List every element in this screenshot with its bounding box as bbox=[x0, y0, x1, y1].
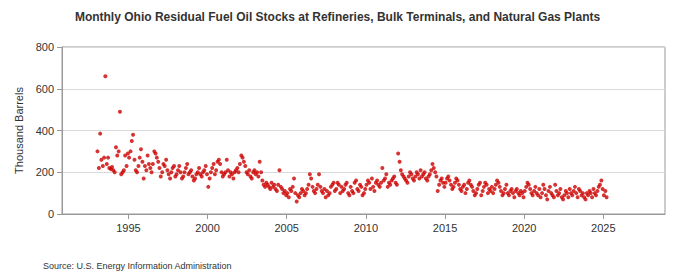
svg-text:Monthly Ohio Residual Fuel Oil: Monthly Ohio Residual Fuel Oil Stocks at… bbox=[75, 10, 601, 24]
svg-text:Thousand Barrels: Thousand Barrels bbox=[13, 87, 25, 174]
svg-text:2000: 2000 bbox=[195, 222, 219, 234]
svg-text:2020: 2020 bbox=[512, 222, 536, 234]
svg-text:2010: 2010 bbox=[354, 222, 378, 234]
svg-text:2025: 2025 bbox=[591, 222, 615, 234]
svg-text:800: 800 bbox=[36, 41, 54, 53]
svg-text:1995: 1995 bbox=[116, 222, 140, 234]
svg-text:2005: 2005 bbox=[274, 222, 298, 234]
svg-text:600: 600 bbox=[36, 83, 54, 95]
svg-text:400: 400 bbox=[36, 125, 54, 137]
svg-text:200: 200 bbox=[36, 166, 54, 178]
svg-text:2015: 2015 bbox=[433, 222, 457, 234]
svg-text:0: 0 bbox=[48, 208, 54, 220]
svg-text:Source: U.S. Energy Informatio: Source: U.S. Energy Information Administ… bbox=[43, 261, 232, 271]
